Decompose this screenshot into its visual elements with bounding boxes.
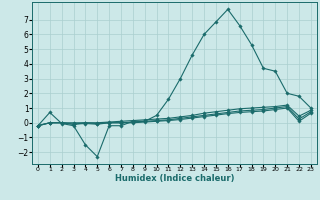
X-axis label: Humidex (Indice chaleur): Humidex (Indice chaleur) — [115, 174, 234, 183]
